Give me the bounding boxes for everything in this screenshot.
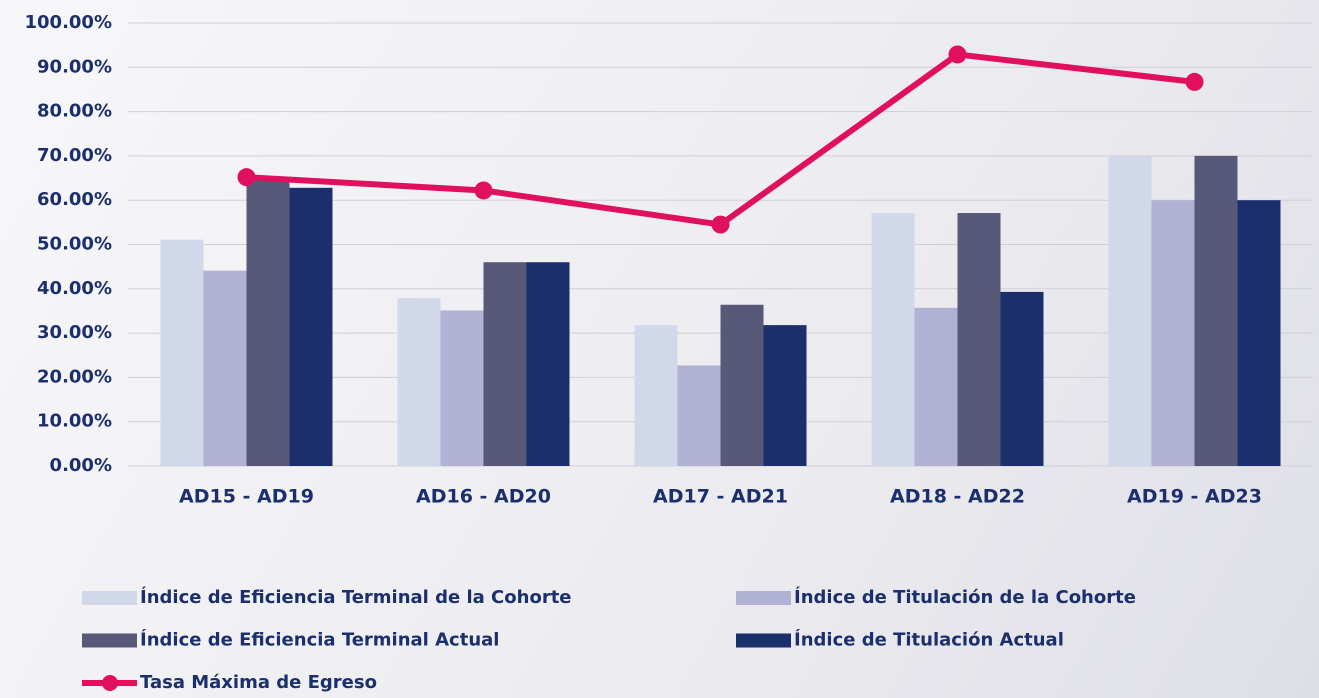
- bar: [527, 262, 570, 466]
- x-tick-label: AD16 - AD20: [416, 486, 551, 508]
- bar: [915, 308, 958, 466]
- bar: [678, 365, 721, 466]
- bar: [1238, 200, 1281, 466]
- y-tick-label: 10.00%: [37, 411, 112, 432]
- x-tick-label: AD19 - AD23: [1127, 486, 1262, 508]
- bar: [1001, 292, 1044, 466]
- y-tick-label: 80.00%: [37, 101, 112, 122]
- y-tick-label: 100.00%: [25, 12, 113, 33]
- y-tick-label: 60.00%: [37, 189, 112, 210]
- bar: [290, 188, 333, 466]
- chart: 0.00% 10.00% 20.00% 30.00% 40.00% 50.00% 60.00…: [0, 0, 1319, 698]
- bar: [204, 271, 247, 466]
- y-tick-label: 30.00%: [37, 322, 112, 343]
- bar: [441, 311, 484, 466]
- legend-swatch: [82, 634, 137, 648]
- bar: [398, 298, 441, 466]
- y-tick-label: 70.00%: [37, 145, 112, 166]
- bar: [1195, 156, 1238, 466]
- legend-swatch: [736, 591, 791, 605]
- legend-swatch: [82, 591, 137, 605]
- line-point: [949, 45, 967, 63]
- y-tick-label: 90.00%: [37, 56, 112, 77]
- x-tick-label: AD17 - AD21: [653, 486, 788, 508]
- legend-swatch: [736, 634, 791, 648]
- bar: [764, 325, 807, 466]
- line-point: [238, 168, 256, 186]
- legend-label: Índice de Eficiencia Terminal de la Coho…: [140, 586, 572, 608]
- y-tick-label: 40.00%: [37, 278, 112, 299]
- bar: [247, 178, 290, 466]
- bar: [721, 305, 764, 466]
- line-point: [1186, 73, 1204, 91]
- y-tick-label: 20.00%: [37, 366, 112, 387]
- legend-label: Tasa Máxima de Egreso: [140, 672, 377, 693]
- bar: [484, 262, 527, 466]
- legend-label: Índice de Titulación Actual: [794, 629, 1064, 651]
- legend-label: Índice de Titulación de la Cohorte: [794, 586, 1136, 608]
- bar: [958, 213, 1001, 466]
- y-tick-label: 50.00%: [37, 234, 112, 255]
- y-tick-label: 0.00%: [50, 455, 112, 476]
- bar: [1152, 200, 1195, 466]
- bar: [161, 240, 204, 466]
- legend-label: Índice de Eficiencia Terminal Actual: [140, 629, 499, 651]
- legend-marker: [102, 675, 118, 691]
- x-tick-label: AD15 - AD19: [179, 486, 314, 508]
- bar: [635, 325, 678, 466]
- x-tick-label: AD18 - AD22: [890, 486, 1025, 508]
- line-point: [712, 216, 730, 234]
- bar: [1109, 156, 1152, 466]
- line-point: [475, 181, 493, 199]
- bar: [872, 213, 915, 466]
- line: [247, 54, 1195, 224]
